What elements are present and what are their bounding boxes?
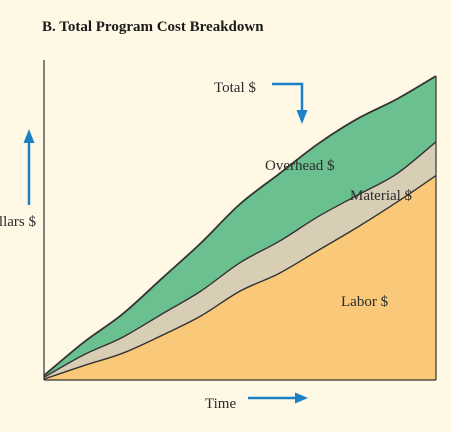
x-axis-label: Time (205, 396, 236, 412)
outline-overhead (43, 75, 437, 377)
x-axis-arrow (248, 392, 308, 404)
series-label-labor: Labor $ (341, 294, 389, 310)
total-pointer-arrow (272, 82, 308, 124)
series-label-material: Material $ (350, 188, 413, 204)
area-layer (44, 76, 436, 380)
y-axis-label: Dollars $ (0, 214, 36, 230)
series-outlines (43, 75, 437, 380)
area-labor (44, 175, 436, 380)
series-label-overhead: Overhead $ (265, 158, 335, 174)
chart-title: B. Total Program Cost Breakdown (42, 19, 264, 35)
total-label: Total $ (214, 80, 256, 96)
outline-labor (43, 174, 437, 380)
y-axis-arrow (23, 129, 35, 205)
outline-material (43, 141, 437, 378)
